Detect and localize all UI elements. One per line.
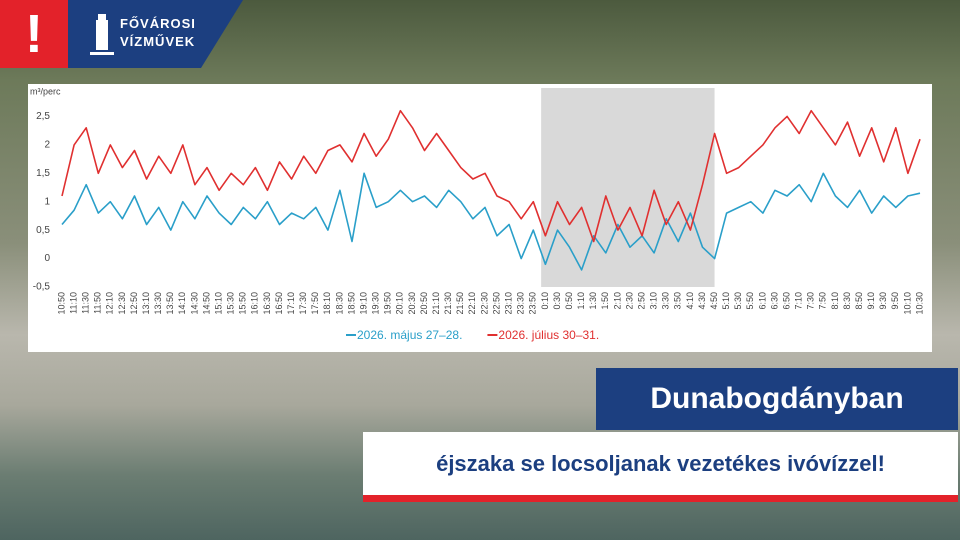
x-tick-label: 7:10 bbox=[794, 292, 804, 310]
legend-label: 2026. május 27–28. bbox=[357, 328, 462, 342]
x-tick-label: 23:50 bbox=[528, 292, 538, 315]
x-tick-label: 1:10 bbox=[576, 292, 586, 310]
x-tick-label: 19:10 bbox=[358, 292, 368, 315]
x-tick-label: 9:30 bbox=[878, 292, 888, 310]
x-tick-label: 5:10 bbox=[721, 292, 731, 310]
x-tick-label: 16:10 bbox=[250, 292, 260, 315]
y-tick-label: 0,5 bbox=[36, 225, 50, 236]
x-tick-label: 15:30 bbox=[226, 292, 236, 315]
x-tick-label: 2:50 bbox=[636, 292, 646, 310]
banner-title: Dunabogdányban bbox=[596, 368, 958, 430]
logo-icon bbox=[90, 14, 114, 55]
x-tick-label: 15:50 bbox=[238, 292, 248, 315]
x-tick-label: 12:30 bbox=[117, 292, 127, 315]
x-tick-label: 17:30 bbox=[298, 292, 308, 315]
x-tick-label: 11:10 bbox=[68, 292, 78, 314]
series-line bbox=[61, 172, 921, 271]
x-tick-label: 23:10 bbox=[504, 292, 514, 315]
x-tick-label: 6:50 bbox=[781, 292, 791, 310]
y-tick-label: 2 bbox=[44, 139, 50, 150]
night-shade bbox=[541, 88, 715, 287]
x-tick-label: 21:50 bbox=[455, 292, 465, 315]
x-tick-label: 5:50 bbox=[745, 292, 755, 310]
x-tick-label: 13:10 bbox=[141, 292, 151, 315]
x-tick-label: 14:10 bbox=[177, 292, 187, 315]
x-tick-label: 10:30 bbox=[914, 292, 924, 315]
x-tick-label: 20:10 bbox=[395, 292, 405, 315]
x-tick-label: 10:50 bbox=[56, 292, 66, 315]
x-tick-label: 8:30 bbox=[842, 292, 852, 310]
logo-line: VÍZMŰVEK bbox=[120, 34, 196, 49]
legend-label: 2026. július 30–31. bbox=[498, 328, 599, 342]
x-tick-label: 18:50 bbox=[346, 292, 356, 315]
x-tick-label: 9:10 bbox=[866, 292, 876, 310]
x-tick-label: 9:50 bbox=[890, 292, 900, 310]
x-tick-label: 4:10 bbox=[685, 292, 695, 310]
x-tick-label: 12:50 bbox=[129, 292, 139, 315]
x-tick-label: 11:30 bbox=[81, 292, 91, 314]
x-tick-label: 13:30 bbox=[153, 292, 163, 315]
y-tick-label: -0,5 bbox=[33, 282, 51, 293]
x-tick-label: 11:50 bbox=[93, 292, 103, 314]
x-tick-label: 19:30 bbox=[371, 292, 381, 315]
x-tick-label: 4:30 bbox=[697, 292, 707, 310]
x-tick-label: 6:30 bbox=[769, 292, 779, 310]
x-tick-label: 23:30 bbox=[516, 292, 526, 315]
x-tick-label: 0:50 bbox=[564, 292, 574, 310]
alert-icon: ! bbox=[0, 0, 68, 68]
x-tick-label: 16:50 bbox=[274, 292, 284, 315]
x-tick-label: 20:50 bbox=[419, 292, 429, 315]
chart: m³/perc -0,500,511,522,510:50 11:10 11:30 1… bbox=[28, 84, 932, 352]
x-tick-label: 22:30 bbox=[479, 292, 489, 315]
x-tick-label: 5:30 bbox=[733, 292, 743, 310]
x-tick-label: 2:30 bbox=[624, 292, 634, 310]
y-axis-label: m³/perc bbox=[30, 86, 61, 96]
x-tick-label: 21:30 bbox=[443, 292, 453, 315]
x-tick-label: 3:10 bbox=[649, 292, 659, 310]
x-tick-label: 3:30 bbox=[661, 292, 671, 310]
logo-line: FŐVÁROSI bbox=[120, 16, 196, 31]
x-tick-label: 6:10 bbox=[757, 292, 767, 310]
x-tick-label: 0:10 bbox=[540, 292, 550, 310]
x-tick-label: 17:10 bbox=[286, 292, 296, 315]
x-tick-label: 2:10 bbox=[612, 292, 622, 310]
x-tick-label: 16:30 bbox=[262, 292, 272, 315]
x-tick-label: 18:10 bbox=[322, 292, 332, 315]
series-line bbox=[61, 109, 921, 243]
x-tick-label: 0:30 bbox=[552, 292, 562, 310]
y-tick-label: 0 bbox=[44, 253, 50, 264]
x-tick-label: 8:10 bbox=[830, 292, 840, 310]
y-tick-label: 2,5 bbox=[36, 111, 50, 122]
x-tick-label: 21:10 bbox=[431, 292, 441, 315]
x-tick-label: 22:50 bbox=[491, 292, 501, 315]
x-tick-label: 8:50 bbox=[854, 292, 864, 310]
x-tick-label: 14:50 bbox=[201, 292, 211, 315]
y-tick-label: 1,5 bbox=[36, 168, 50, 179]
x-tick-label: 3:50 bbox=[673, 292, 683, 310]
x-tick-label: 10:10 bbox=[902, 292, 912, 315]
x-tick-label: 17:50 bbox=[310, 292, 320, 315]
x-tick-label: 15:10 bbox=[213, 292, 223, 315]
x-tick-label: 19:50 bbox=[383, 292, 393, 315]
x-tick-label: 14:30 bbox=[189, 292, 199, 315]
x-tick-label: 12:10 bbox=[105, 292, 115, 315]
x-tick-label: 1:50 bbox=[600, 292, 610, 310]
x-tick-label: 13:50 bbox=[165, 292, 175, 315]
x-tick-label: 1:30 bbox=[588, 292, 598, 310]
x-tick-label: 7:30 bbox=[806, 292, 816, 310]
y-tick-label: 1 bbox=[44, 196, 50, 207]
logo-box: FŐVÁROSI VÍZMŰVEK bbox=[68, 0, 243, 68]
x-tick-label: 18:30 bbox=[334, 292, 344, 315]
x-tick-label: 7:50 bbox=[818, 292, 828, 310]
x-tick-label: 22:10 bbox=[467, 292, 477, 315]
x-tick-label: 20:30 bbox=[407, 292, 417, 315]
x-tick-label: 4:50 bbox=[709, 292, 719, 310]
banner-subtitle: éjszaka se locsoljanak vezetékes ivóvízz… bbox=[363, 432, 958, 502]
